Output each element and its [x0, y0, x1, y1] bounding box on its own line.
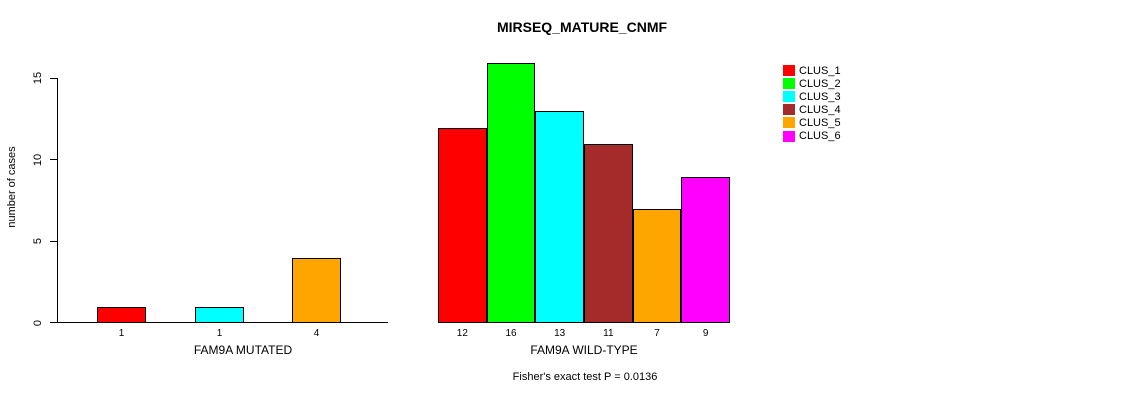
y-tick-label: 10	[32, 153, 44, 166]
legend-swatch	[783, 130, 795, 142]
y-tick-label: 0	[32, 319, 44, 326]
legend-entry-CLUS_4: CLUS_4	[783, 103, 841, 116]
y-tick-mark	[50, 322, 57, 323]
y-tick-mark	[50, 77, 57, 79]
bar-CLUS_1	[97, 306, 146, 323]
legend-label: CLUS_2	[799, 77, 841, 90]
y-tick-label: 5	[32, 238, 44, 245]
bar-value-label: 13	[554, 327, 566, 339]
y-tick-mark	[50, 240, 57, 242]
bar-CLUS_3	[195, 306, 244, 323]
bar-value-label: 16	[505, 327, 517, 339]
legend-entry-CLUS_5: CLUS_5	[783, 116, 841, 129]
legend-label: CLUS_3	[799, 90, 841, 103]
legend-swatch	[783, 117, 795, 129]
x-axis-line-mutated	[57, 322, 388, 323]
y-tick-mark	[50, 159, 57, 161]
bar-value-label: 1	[216, 327, 223, 339]
bar-CLUS_2	[486, 62, 536, 323]
bar-CLUS_1	[438, 127, 487, 323]
bar-CLUS_5	[292, 257, 341, 323]
bar-CLUS_4	[584, 144, 633, 323]
bar-value-label: 7	[654, 327, 660, 339]
bar-value-label: 12	[456, 327, 468, 339]
y-axis-label: number of cases	[6, 146, 18, 228]
legend-swatch	[783, 78, 795, 90]
legend-label: CLUS_6	[799, 130, 841, 143]
legend-entry-CLUS_2: CLUS_2	[783, 77, 841, 90]
y-tick-label: 15	[32, 72, 44, 85]
legend-entry-CLUS_3: CLUS_3	[783, 90, 841, 103]
legend-label: CLUS_4	[799, 103, 841, 116]
legend-entry-CLUS_6: CLUS_6	[783, 129, 841, 142]
y-axis-line	[57, 78, 58, 323]
group-label-mutated: FAM9A MUTATED	[193, 343, 293, 357]
chart-title: MIRSEQ_MATURE_CNMF	[496, 19, 668, 35]
legend-label: CLUS_1	[799, 64, 841, 77]
group-label-wildtype: FAM9A WILD-TYPE	[530, 343, 638, 357]
legend-swatch	[783, 91, 795, 103]
fisher-test-annotation: Fisher's exact test P = 0.0136	[512, 371, 658, 383]
legend-label: CLUS_5	[799, 116, 841, 129]
bar-value-label: 9	[702, 327, 709, 339]
legend-entry-CLUS_1: CLUS_1	[783, 64, 841, 77]
x-axis-line-wildtype	[438, 322, 730, 323]
legend-swatch	[783, 104, 795, 116]
bar-CLUS_5	[632, 209, 682, 323]
bar-CLUS_3	[535, 111, 584, 323]
bar-value-label: 11	[603, 327, 614, 339]
legend-swatch	[783, 65, 795, 77]
bar-value-label: 1	[118, 327, 125, 339]
legend: CLUS_1 CLUS_2 CLUS_3 CLUS_4 CLUS_5 CLUS_6	[783, 64, 841, 143]
bar-CLUS_6	[681, 176, 730, 323]
bar-value-label: 4	[313, 327, 320, 339]
